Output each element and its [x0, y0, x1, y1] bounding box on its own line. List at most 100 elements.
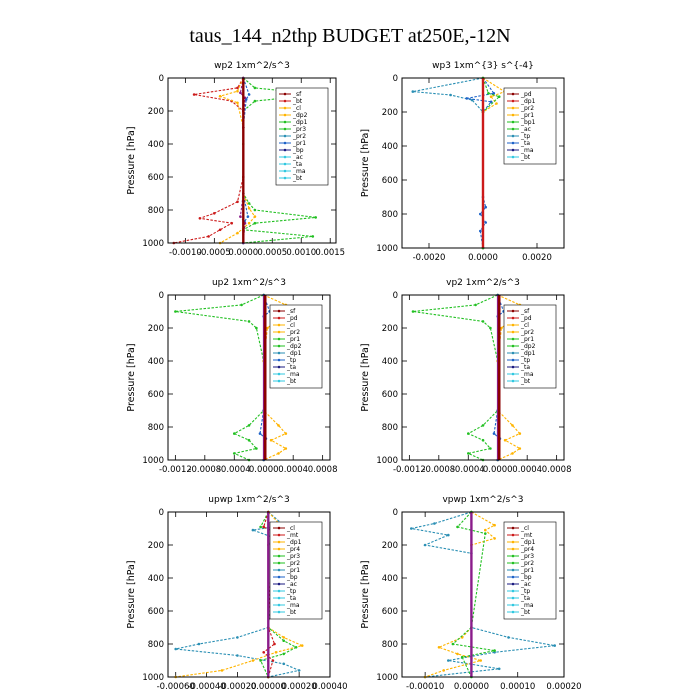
- y-tick-label: 600: [382, 390, 398, 400]
- legend-label: _ma: [520, 371, 534, 378]
- y-tick-label: 1000: [142, 673, 164, 683]
- figure-title: taus_144_n2thp BUDGET at250E,-12N: [189, 25, 510, 47]
- legend-marker: [277, 575, 281, 579]
- y-tick-label: 0: [393, 74, 398, 84]
- legend-label: _ac: [520, 581, 531, 588]
- data-point: [269, 438, 273, 442]
- data-point: [230, 221, 233, 225]
- legend-marker: [283, 169, 287, 173]
- panel-5: upwp 1xm^2/s^3 Pressure [hPa] 0 200 400 600 80…: [126, 495, 348, 692]
- legend-label: _pd: [520, 315, 532, 322]
- legend-label: _bt: [520, 378, 531, 385]
- y-tick-label: 400: [382, 357, 398, 367]
- legend-marker: [277, 309, 281, 313]
- legend-marker: [511, 134, 515, 138]
- legend-label: _bt: [292, 175, 303, 182]
- legend-label: _bt: [286, 609, 297, 616]
- legend-marker: [511, 155, 515, 159]
- x-tick-label: -0.00060: [157, 682, 195, 692]
- data-point: [247, 320, 251, 323]
- legend-label: _bt: [292, 98, 303, 105]
- x-tick-label: 0.0004: [278, 465, 308, 475]
- x-tick-label: 0.00010: [500, 682, 535, 692]
- x-tick-label: 0.00020: [546, 682, 581, 692]
- x-tick-label: -0.00040: [187, 682, 225, 692]
- legend-label: _pr1: [520, 112, 534, 119]
- data-point: [174, 647, 177, 651]
- x-tick-label: 0.0005: [257, 248, 287, 258]
- y-tick-label: 400: [382, 574, 398, 584]
- data-point: [507, 636, 510, 639]
- data-point: [247, 221, 251, 225]
- data-point: [456, 652, 459, 656]
- legend-marker: [511, 337, 515, 341]
- data-point: [273, 642, 276, 646]
- data-point: [253, 86, 257, 90]
- legend-label: _pr2: [520, 560, 534, 567]
- legend-label: _tp: [520, 588, 530, 595]
- legend-marker: [511, 92, 515, 96]
- x-tick-label: -0.0008: [188, 465, 221, 475]
- legend-label: _pr3: [292, 126, 306, 133]
- data-point: [518, 432, 522, 435]
- legend-label: _dp1: [286, 350, 302, 357]
- legend-label: _pr3: [286, 553, 300, 560]
- data-point: [253, 221, 257, 225]
- legend-label: _pr1: [520, 567, 534, 574]
- data-point: [489, 447, 492, 450]
- legend-marker: [277, 568, 281, 572]
- y-tick-label: 0: [159, 291, 164, 301]
- data-point: [518, 447, 522, 450]
- legend-marker: [283, 155, 287, 159]
- legend-label: _bt: [286, 378, 297, 385]
- legend-marker: [277, 372, 281, 376]
- y-axis-label: Pressure [hPa]: [126, 560, 137, 628]
- data-point: [239, 215, 242, 218]
- x-tick-label: -0.0020: [413, 253, 446, 263]
- legend-label: _tp: [286, 588, 296, 595]
- data-point: [481, 320, 485, 323]
- data-point: [474, 303, 477, 307]
- data-point: [247, 438, 251, 442]
- legend-label: _ta: [520, 364, 530, 371]
- data-point: [479, 229, 482, 233]
- data-point: [484, 205, 488, 209]
- data-point: [213, 212, 216, 215]
- legend-marker: [277, 358, 281, 362]
- data-point: [497, 95, 501, 98]
- legend-label: _sf: [286, 308, 296, 315]
- legend-marker: [283, 106, 287, 110]
- data-point: [460, 655, 464, 659]
- data-point: [442, 669, 446, 672]
- legend-marker: [277, 596, 281, 600]
- legend-marker: [511, 365, 515, 369]
- legend-label: _ac: [286, 581, 297, 588]
- y-tick-label: 200: [382, 541, 398, 551]
- series-line: [175, 294, 265, 461]
- legend: _cl_mt_dp1_pr4_pr3_pr2_pr1_bp_ac_tp_ta_m…: [269, 521, 323, 620]
- legend-marker: [511, 372, 515, 376]
- y-tick-label: 200: [382, 108, 398, 118]
- y-tick-label: 800: [382, 640, 398, 650]
- x-tick-label: 0.0000: [228, 248, 258, 258]
- data-point: [465, 97, 469, 100]
- series-line: [262, 511, 276, 678]
- legend-marker: [511, 610, 515, 614]
- data-point: [410, 527, 413, 530]
- data-point: [500, 326, 503, 330]
- data-point: [294, 646, 298, 649]
- y-tick-label: 400: [148, 574, 164, 584]
- panel-title: up2 1xm^2/s^3: [212, 278, 286, 288]
- legend-marker: [277, 533, 281, 537]
- legend-marker: [511, 596, 515, 600]
- legend-marker: [277, 547, 281, 551]
- series-line: [482, 77, 506, 248]
- data-point: [495, 102, 498, 105]
- legend-marker: [511, 344, 515, 348]
- legend-label: _cl: [520, 525, 529, 532]
- data-point: [247, 207, 251, 210]
- legend-label: _pr1: [520, 336, 534, 343]
- legend-marker: [511, 603, 515, 607]
- legend-marker: [511, 554, 515, 558]
- data-point: [511, 424, 514, 427]
